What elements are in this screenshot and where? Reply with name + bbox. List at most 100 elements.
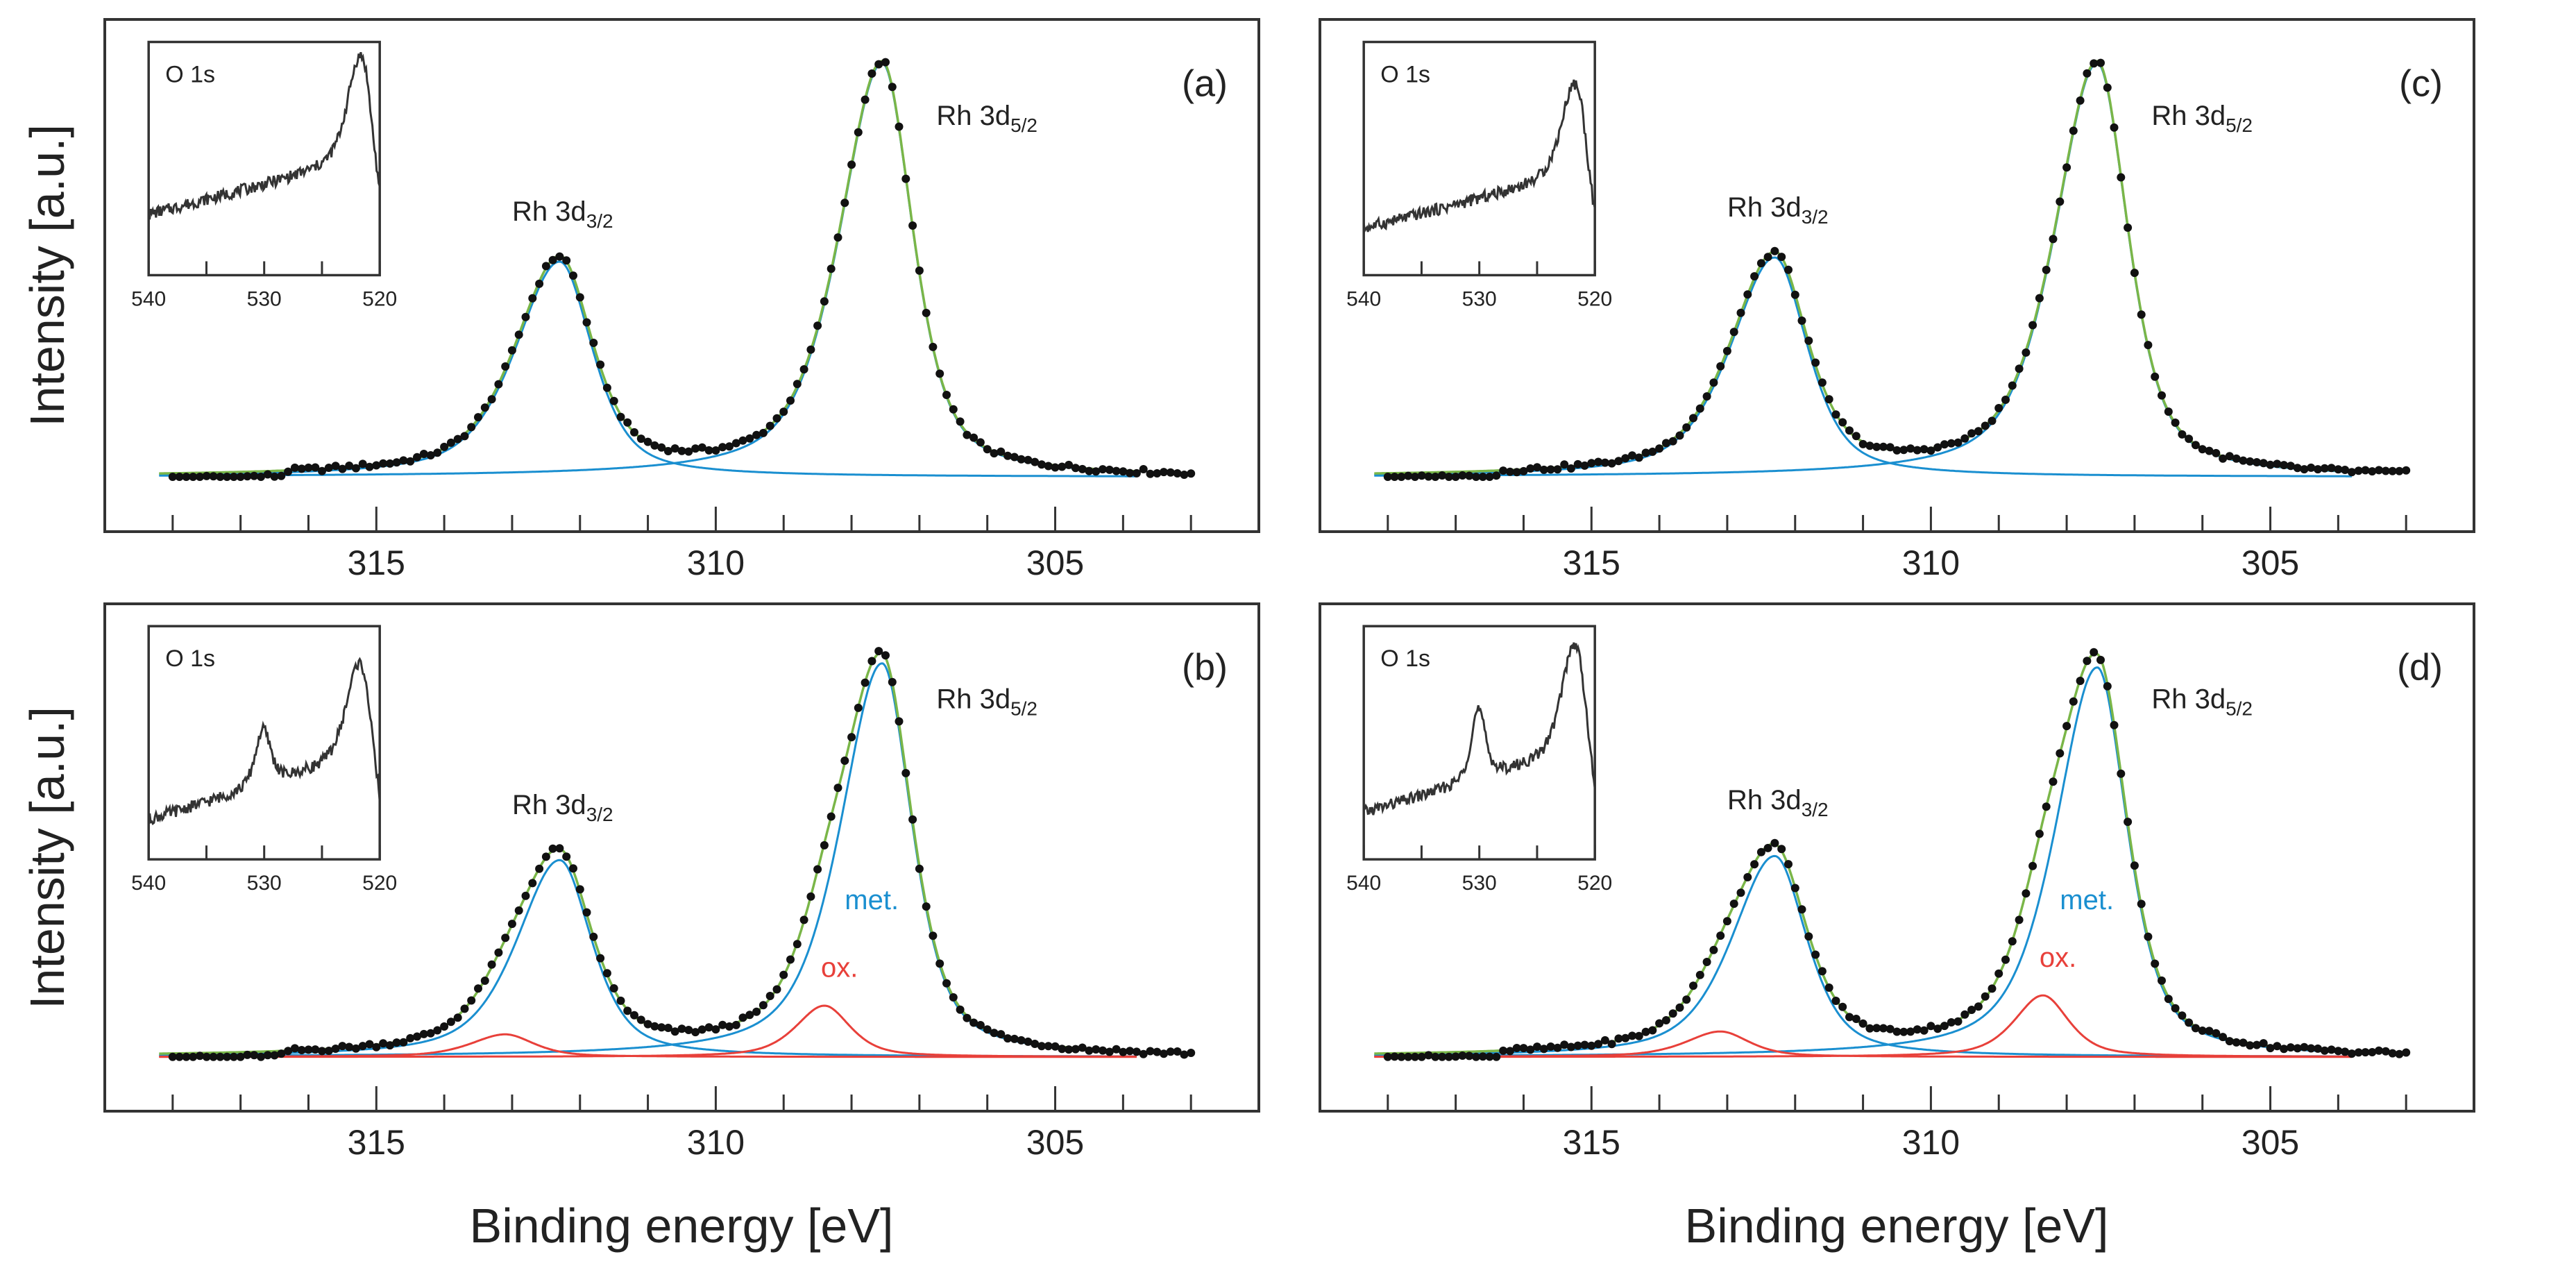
x-axis-title-right: Binding energy [eV] <box>1685 1199 2109 1253</box>
data-point <box>935 959 944 968</box>
data-point <box>1797 905 1806 914</box>
data-point <box>589 339 598 347</box>
data-point <box>1879 442 1888 451</box>
data-point <box>1587 1041 1596 1050</box>
inset-title: O 1s <box>165 645 215 672</box>
data-point <box>1634 453 1643 462</box>
label-rh-3d52: Rh 3d5/2 <box>936 101 1037 136</box>
data-point <box>963 430 972 439</box>
data-point <box>1756 847 1765 856</box>
data-point <box>1899 1027 1908 1036</box>
inset-tick-label: 540 <box>1346 287 1381 310</box>
data-point <box>636 434 645 444</box>
data-point <box>1051 1042 1060 1051</box>
data-point <box>1797 316 1806 325</box>
data-point <box>1831 997 1840 1005</box>
data-point <box>1031 457 1040 466</box>
data-point <box>1695 404 1704 413</box>
data-point <box>1845 426 1854 435</box>
label-rh-3d52-main: Rh 3d <box>2151 684 2226 715</box>
data-point <box>555 844 564 853</box>
data-point <box>440 1022 449 1031</box>
inset-o1s-spectrum <box>149 51 381 220</box>
data-point <box>650 1022 659 1031</box>
data-point <box>1756 259 1765 268</box>
data-point <box>1390 473 1399 481</box>
data-point <box>2137 310 2146 319</box>
data-point <box>223 1052 232 1061</box>
data-point <box>1804 336 1813 345</box>
data-point <box>725 1022 734 1031</box>
data-point <box>976 438 985 447</box>
data-point <box>182 473 191 481</box>
data-point <box>1872 442 1881 451</box>
data-point <box>956 417 965 426</box>
data-point <box>1838 418 1847 427</box>
data-point <box>684 1026 693 1034</box>
data-point <box>718 1020 727 1029</box>
data-point <box>1865 441 1874 450</box>
data-point <box>209 1052 218 1061</box>
data-point <box>1132 468 1141 478</box>
data-point <box>1458 1051 1467 1060</box>
data-point <box>494 380 503 389</box>
data-point <box>582 318 591 327</box>
data-point <box>793 940 802 949</box>
x-tick-label: 310 <box>1902 543 1960 582</box>
inset-title: O 1s <box>1380 61 1430 87</box>
data-point <box>935 369 944 378</box>
data-point <box>2042 802 2051 811</box>
data-point <box>2185 434 2194 444</box>
data-point <box>1126 468 1135 478</box>
data-point <box>1526 464 1535 473</box>
data-point <box>426 1029 435 1038</box>
data-point <box>1607 1040 1616 1049</box>
data-point <box>501 362 510 371</box>
data-point <box>1763 253 1772 262</box>
data-point <box>833 784 842 793</box>
label-rh-3d32: Rh 3d3/2 <box>1727 785 1829 820</box>
data-point <box>1947 439 1956 448</box>
data-point <box>196 1051 204 1061</box>
data-point <box>196 473 204 481</box>
data-point <box>2096 655 2105 664</box>
data-point <box>915 864 924 873</box>
data-point <box>1974 427 1983 436</box>
data-point <box>365 462 374 471</box>
data-point <box>1411 1052 1419 1061</box>
data-point <box>2368 1048 2377 1056</box>
data-point <box>216 1052 225 1061</box>
data-point <box>1940 1022 1949 1031</box>
data-point <box>1539 1045 1548 1054</box>
inset-tick-label: 520 <box>1577 287 1612 310</box>
data-point <box>1499 1046 1508 1055</box>
data-point <box>1594 1040 1603 1049</box>
data-point <box>250 471 259 480</box>
data-point <box>2042 265 2051 274</box>
data-point <box>202 1052 211 1061</box>
data-point <box>1750 860 1759 869</box>
data-point <box>1689 414 1697 423</box>
x-tick-label: 305 <box>1026 543 1084 582</box>
data-point <box>1017 1036 1026 1045</box>
data-point <box>257 1052 265 1061</box>
data-point <box>1444 473 1453 481</box>
data-point <box>840 198 849 208</box>
data-point <box>990 1029 999 1038</box>
data-point <box>1512 468 1521 477</box>
data-point <box>2253 1040 2261 1049</box>
label-rh-3d52-main: Rh 3d <box>936 101 1010 131</box>
data-point <box>399 1038 408 1047</box>
data-point <box>1661 439 1670 448</box>
data-point <box>874 60 883 69</box>
data-point <box>2076 96 2085 105</box>
x-tick-label: 305 <box>2242 543 2299 582</box>
data-point <box>2334 1047 2343 1056</box>
data-point <box>1967 1006 1976 1014</box>
data-point <box>1485 1052 1494 1061</box>
data-point <box>1573 459 1582 468</box>
label-rh-3d32-sub: 3/2 <box>586 804 613 825</box>
data-point <box>2239 1038 2248 1047</box>
data-point <box>711 1025 720 1034</box>
